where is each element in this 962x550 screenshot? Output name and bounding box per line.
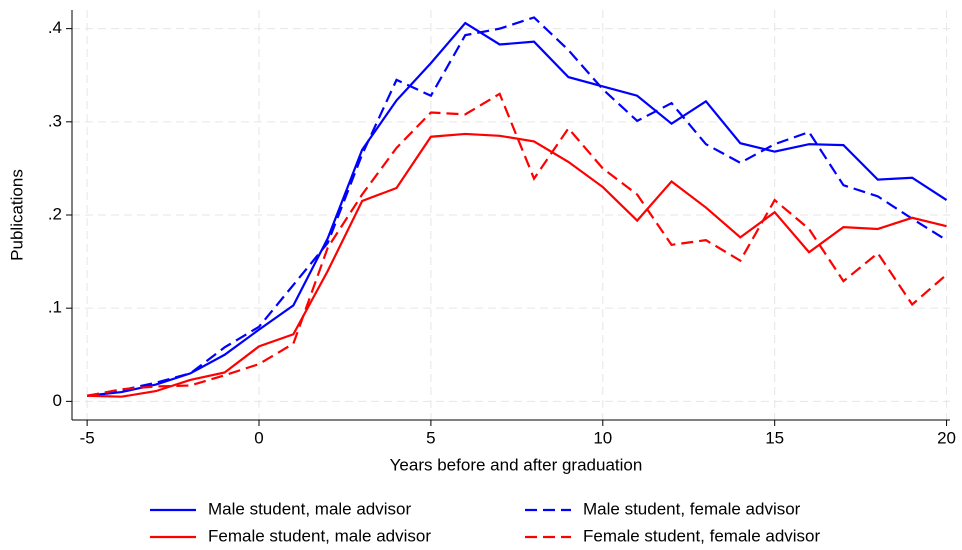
y-tick-label: .3: [48, 111, 62, 130]
series-line: [86, 16, 948, 397]
x-tick-label: 20: [937, 428, 956, 447]
x-axis-title: Years before and after graduation: [390, 455, 643, 474]
y-tick-label: .2: [48, 204, 62, 223]
legend-label: Male student, male advisor: [208, 499, 411, 518]
legend-label: Male student, female advisor: [583, 499, 801, 518]
y-axis-title: Publications: [7, 169, 26, 261]
x-tick-label: 5: [426, 428, 435, 447]
x-tick-label: 0: [254, 428, 263, 447]
series-line: [87, 132, 947, 398]
x-tick-label: 15: [765, 428, 784, 447]
series-line: [87, 21, 948, 397]
legend-label: Female student, male advisor: [208, 526, 431, 545]
x-tick-label: 10: [593, 428, 612, 447]
x-tick-label: -5: [80, 428, 95, 447]
y-tick-label: .1: [48, 298, 62, 317]
legend-label: Female student, female advisor: [583, 526, 821, 545]
y-tick-label: 0: [53, 391, 62, 410]
y-tick-label: .4: [48, 18, 62, 37]
series-line: [86, 92, 948, 397]
